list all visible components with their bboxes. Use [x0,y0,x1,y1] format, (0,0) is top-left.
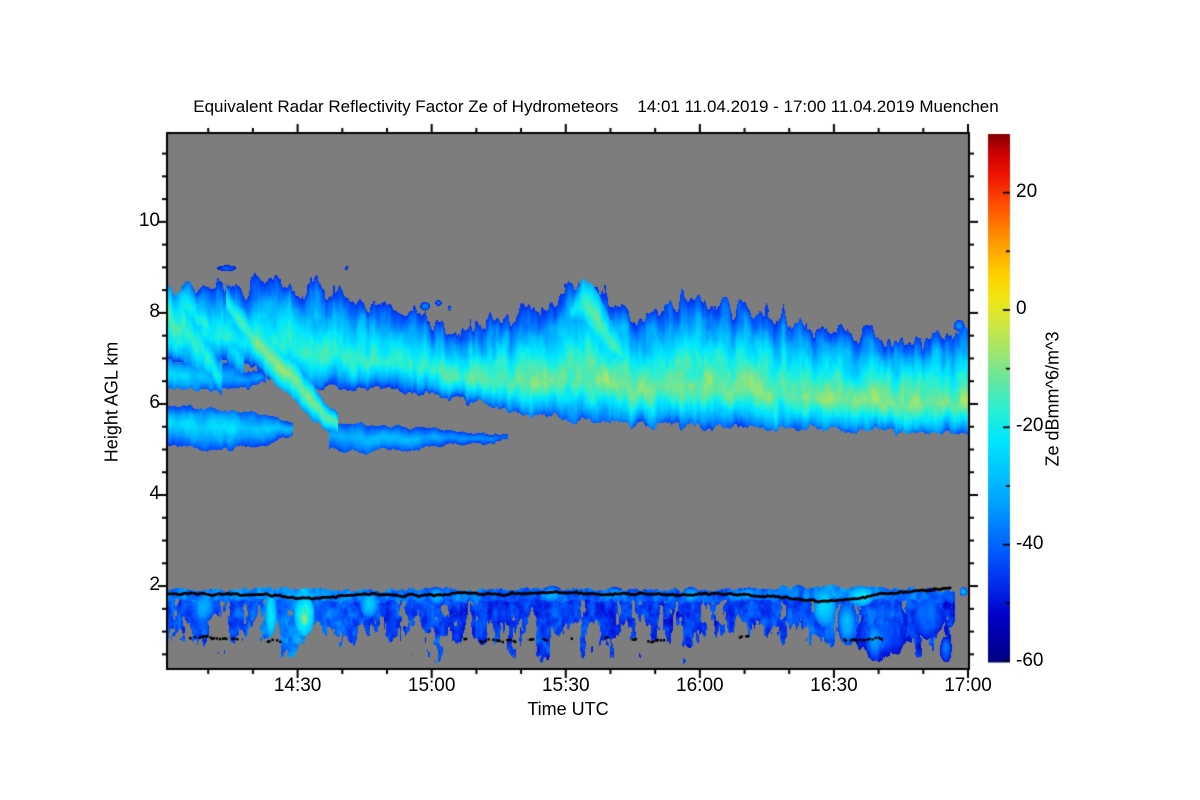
colorbar-label: Ze dBmm^6/m^3 [1042,331,1063,467]
x-tick-label: 15:00 [407,675,456,696]
y-tick-label: 10 [138,209,160,231]
y-tick-label: 4 [149,483,160,504]
plot-title: Equivalent Radar Reflectivity Factor Ze … [193,97,999,116]
y-tick-label: 8 [149,300,160,322]
x-tick-label: 14:30 [273,675,322,696]
x-axis-label: Time UTC [527,699,609,719]
colorbar-tick-label: 0 [1016,298,1027,319]
y-tick-label: 2 [149,574,160,596]
colorbar-tick-label: -20 [1016,415,1044,437]
x-tick-label: 17:00 [944,675,992,696]
colorbar-tick-label: -40 [1016,532,1044,554]
x-tick-label: 16:30 [810,675,858,696]
x-tick-label: 15:30 [541,675,590,696]
colorbar-tick-label: -60 [1016,650,1044,671]
y-tick-label: 6 [149,391,160,413]
colorbar-tick-label: 20 [1016,180,1038,202]
x-tick-label: 16:00 [676,675,724,696]
